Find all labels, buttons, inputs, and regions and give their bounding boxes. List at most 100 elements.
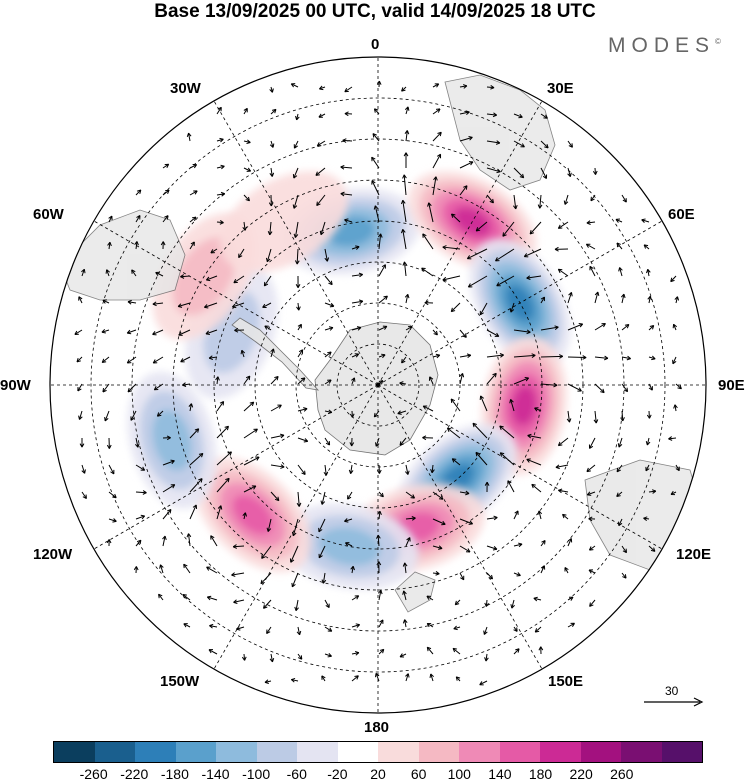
- wind-arrow: [263, 599, 272, 609]
- colorbar-swatch-11: [499, 742, 540, 762]
- lon-label-60e: 60E: [668, 206, 695, 223]
- lon-label-150w: 150W: [160, 673, 200, 690]
- wind-arrow: [270, 375, 279, 385]
- wind-arrow: [186, 132, 192, 142]
- wind-arrow: [262, 302, 272, 308]
- meridian-line: [377, 220, 663, 386]
- latitude-circle: [90, 97, 666, 673]
- wind-arrow: [351, 326, 362, 331]
- wind-arrow: [674, 296, 680, 304]
- wind-arrow: [270, 433, 285, 439]
- wind-arrow: [646, 268, 651, 277]
- wind-arrow: [378, 491, 384, 498]
- wind-arrow: [290, 677, 299, 683]
- colorbar-tick-label: -140: [201, 766, 230, 782]
- wind-arrow: [180, 274, 191, 279]
- wind-arrow: [206, 595, 218, 601]
- wind-arrow: [432, 329, 438, 336]
- wind-arrow: [446, 427, 461, 439]
- lon-label-180: 180: [364, 719, 390, 736]
- wind-arrow: [178, 329, 191, 336]
- wind-arrow: [402, 590, 407, 601]
- wind-arrow: [426, 595, 434, 601]
- colorbar-tick-label: -60: [286, 766, 307, 782]
- wind-arrow: [459, 545, 471, 553]
- colorbar-swatch-14: [621, 742, 662, 762]
- lon-label-30w: 30W: [170, 80, 201, 97]
- wind-arrow: [104, 410, 110, 422]
- wind-arrow: [537, 510, 543, 520]
- wind-arrow: [189, 428, 200, 439]
- wind-arrow: [643, 244, 650, 250]
- wind-arrow: [513, 626, 518, 632]
- wind-arrow: [216, 505, 223, 520]
- colorbar-tick-label: -180: [160, 766, 189, 782]
- wind-arrow: [243, 401, 255, 412]
- wind-arrow: [513, 329, 531, 335]
- wind-arrow: [264, 325, 272, 331]
- wind-arrow: [472, 422, 488, 439]
- meridian-line: [213, 100, 379, 386]
- colorbar-swatch-4: [216, 742, 257, 762]
- wind-arrow: [459, 329, 467, 338]
- wind-vectors: [74, 80, 682, 686]
- wind-arrow: [81, 464, 86, 474]
- wind-arrow: [348, 464, 354, 474]
- wind-arrow: [527, 433, 542, 439]
- wind-arrow: [377, 589, 383, 601]
- wind-arrow: [349, 437, 355, 447]
- wind-arrow: [108, 518, 117, 523]
- wind-arrow: [152, 329, 164, 336]
- wind-arrow: [442, 275, 461, 282]
- wind-arrow: [243, 456, 260, 466]
- wind-arrow: [432, 491, 444, 500]
- colorbar-swatch-6: [297, 742, 338, 762]
- wind-arrow: [351, 377, 356, 385]
- wind-arrow: [320, 491, 326, 505]
- colorbar-swatch-7: [337, 742, 378, 762]
- wind-arrow: [432, 518, 446, 526]
- wind-arrow: [297, 323, 302, 331]
- wind-arrow: [236, 626, 245, 631]
- wind-arrow: [377, 233, 383, 250]
- wind-arrow: [260, 572, 272, 585]
- wind-arrow: [594, 355, 609, 361]
- wind-arrow: [324, 626, 333, 632]
- wind-arrow: [558, 488, 569, 494]
- wind-arrow: [208, 649, 218, 655]
- wind-arrow: [484, 599, 489, 607]
- wind-arrow: [243, 167, 252, 172]
- wind-arrow: [296, 626, 302, 636]
- wind-arrow: [621, 194, 627, 203]
- wind-arrow: [324, 351, 332, 358]
- wind-arrow: [529, 221, 542, 235]
- colorbar-tick-label: 260: [610, 766, 634, 782]
- wind-arrow: [134, 241, 139, 250]
- wind-arrow: [455, 676, 461, 682]
- wind-arrow: [345, 542, 353, 547]
- wind-arrow: [324, 652, 332, 658]
- wind-arrow: [562, 513, 569, 520]
- wind-arrow: [538, 646, 544, 655]
- wind-arrow: [378, 648, 385, 655]
- wind-arrow: [513, 353, 536, 358]
- lon-label-90e: 90E: [718, 377, 745, 394]
- wind-arrow: [162, 215, 169, 223]
- wind-arrow: [351, 272, 363, 278]
- colorbar-swatch-0: [54, 742, 95, 762]
- wind-arrow: [475, 451, 488, 466]
- wind-arrow: [297, 377, 306, 385]
- wind-arrow: [442, 245, 461, 250]
- wind-arrow: [349, 410, 355, 418]
- colorbar-swatch-10: [459, 742, 500, 762]
- wind-arrow: [321, 572, 327, 584]
- wind-arrow: [588, 437, 596, 449]
- wind-arrow: [486, 167, 501, 174]
- wind-arrow: [400, 199, 407, 223]
- colorbar-tick-label: 220: [569, 766, 593, 782]
- wind-arrow: [177, 302, 191, 308]
- wind-arrow: [405, 673, 410, 682]
- wind-arrow: [135, 539, 142, 547]
- wind-arrow: [555, 464, 569, 470]
- wind-arrow: [673, 404, 678, 412]
